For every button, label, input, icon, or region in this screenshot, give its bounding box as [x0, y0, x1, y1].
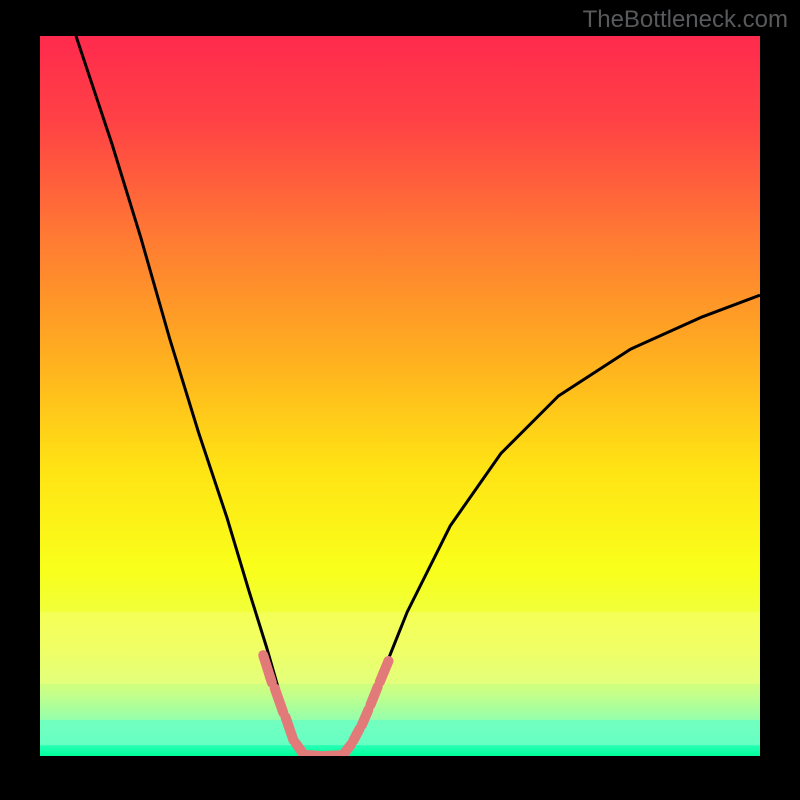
- overlay-segment: [305, 755, 321, 756]
- overlay-segment: [353, 729, 359, 741]
- watermark-text: TheBottleneck.com: [583, 6, 788, 34]
- plot-svg: [40, 36, 760, 756]
- highlight-band: [40, 612, 760, 684]
- chart-canvas: TheBottleneck.com: [0, 0, 800, 800]
- overlay-segment: [362, 710, 368, 725]
- highlight-band: [40, 720, 760, 745]
- overlay-segment: [370, 687, 377, 705]
- plot-area: [40, 36, 760, 756]
- overlay-segment: [324, 755, 341, 756]
- overlay-segment: [344, 744, 351, 753]
